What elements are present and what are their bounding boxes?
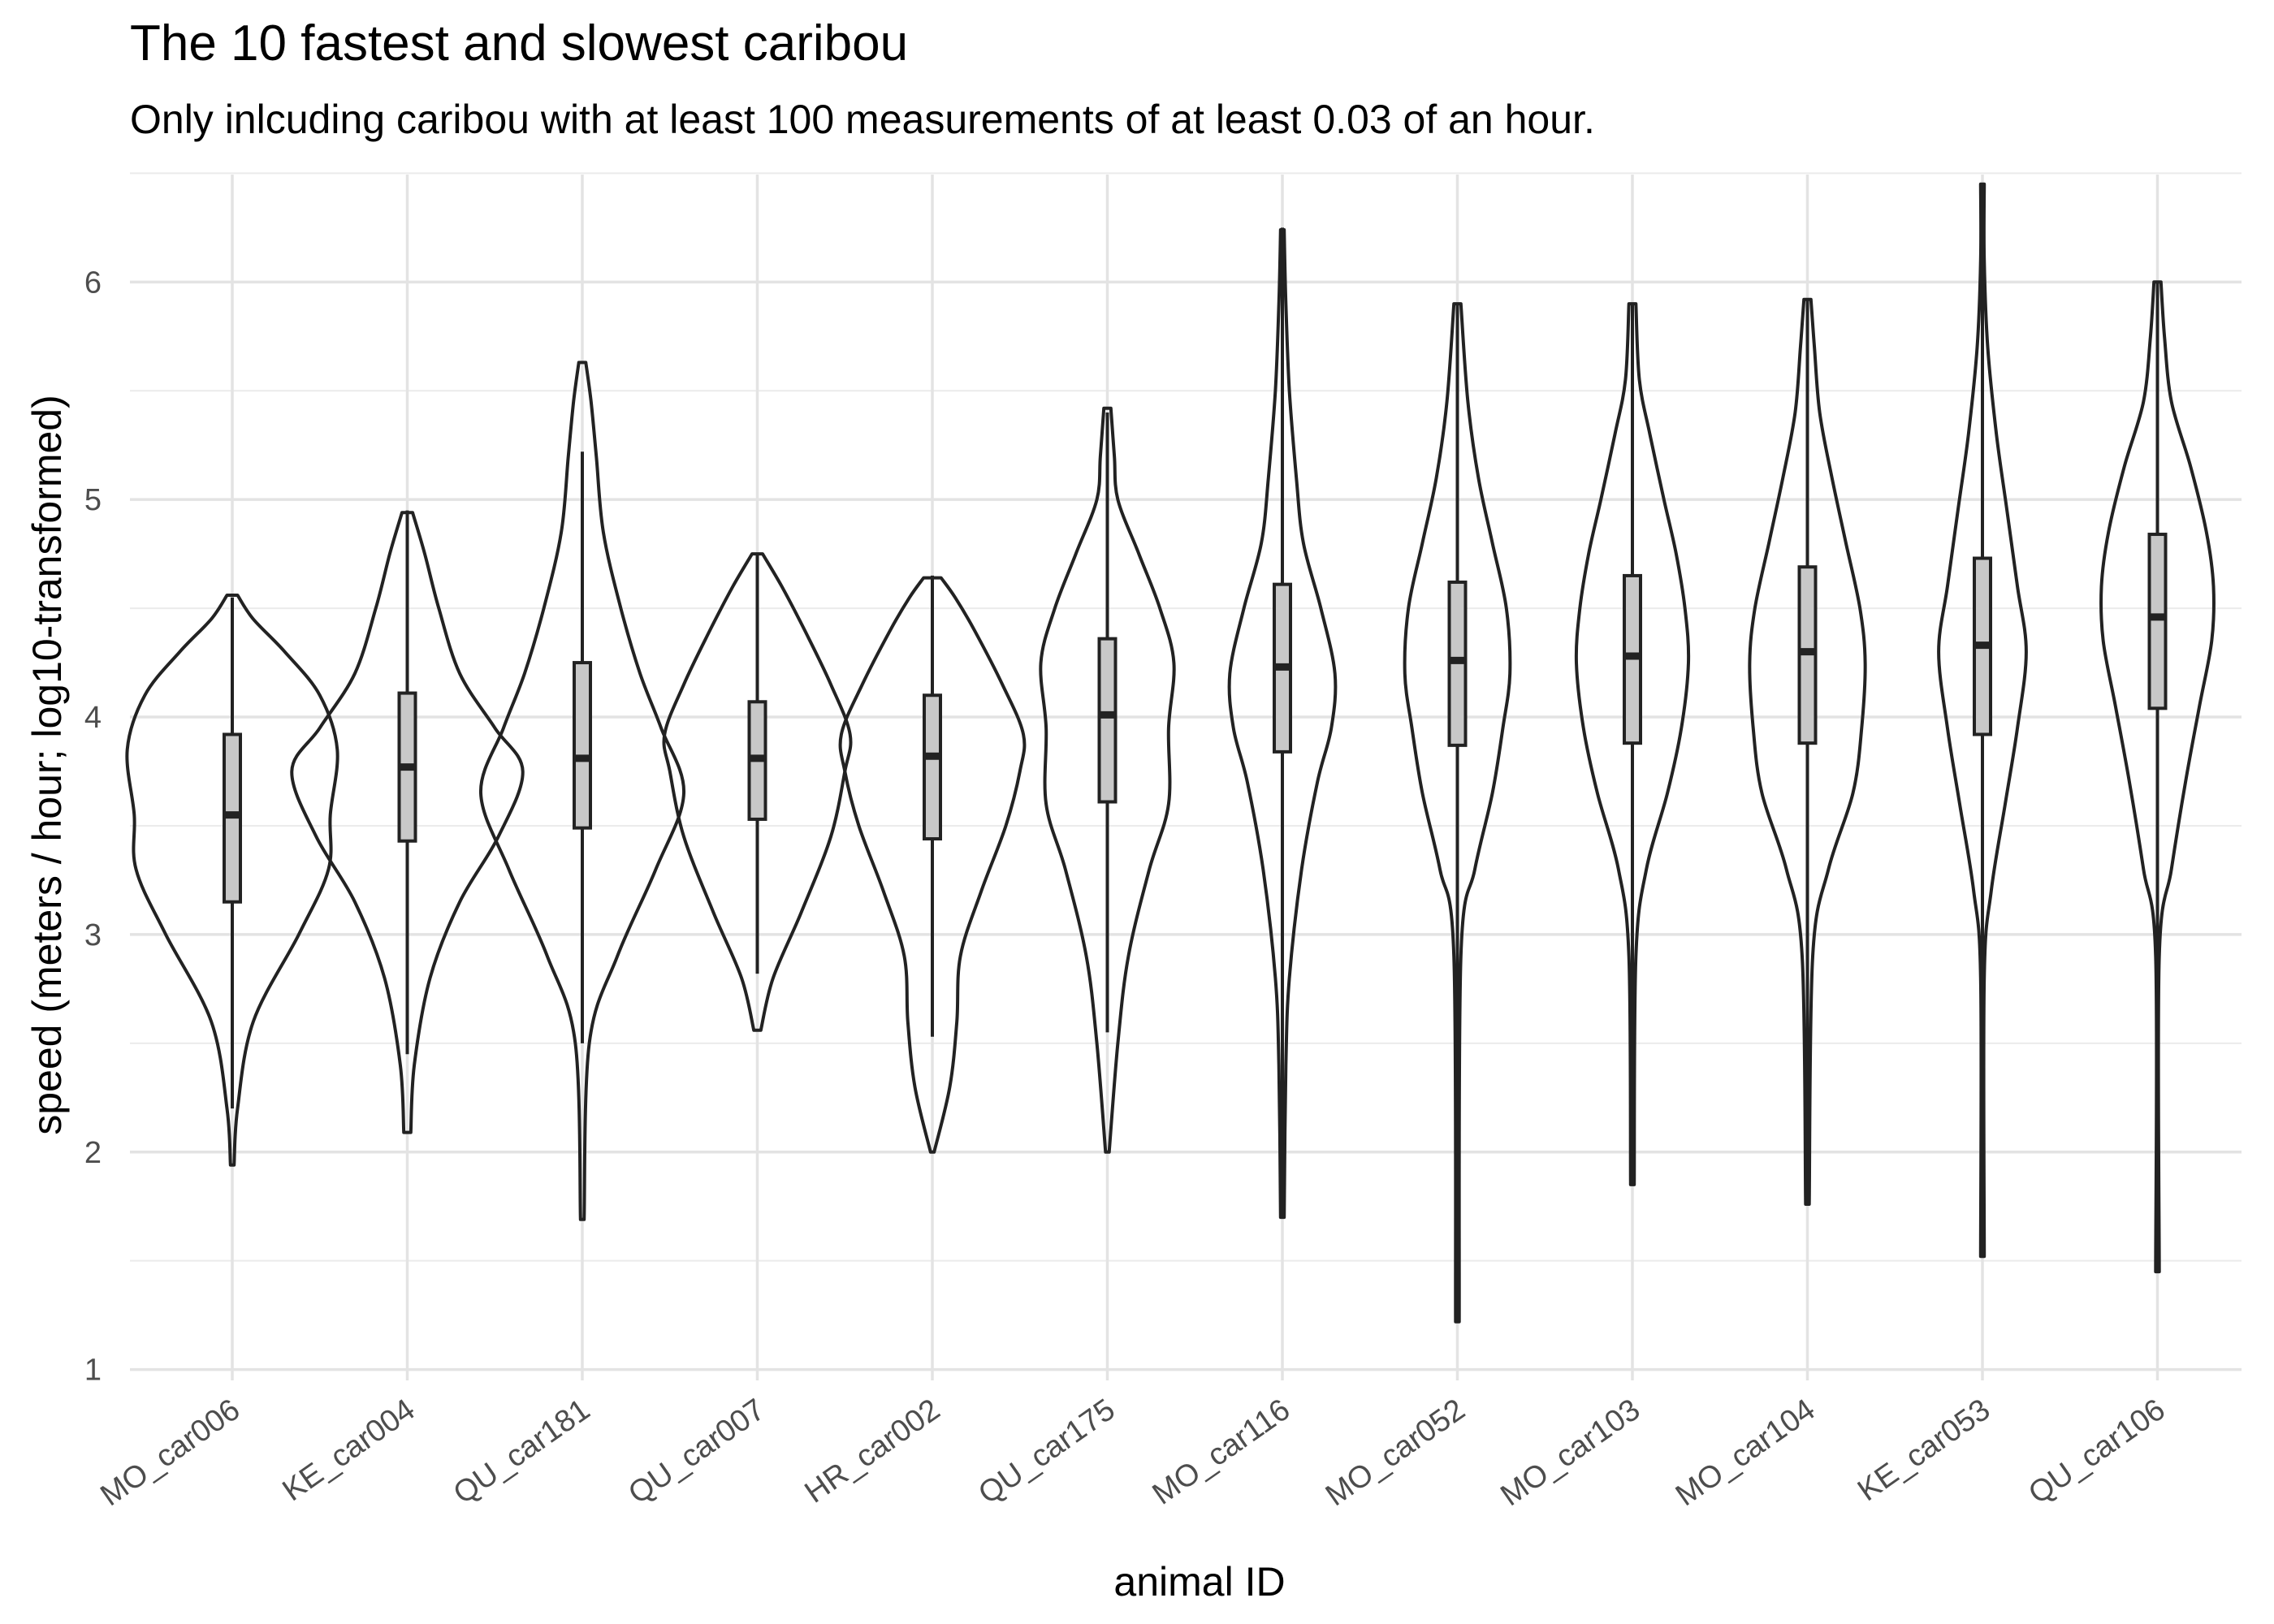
- violin-outline: [290, 511, 525, 1134]
- violin-outline: [1937, 182, 2028, 1259]
- x-tick-label: HR_car002: [799, 1393, 947, 1510]
- chart-subtitle: Only inlcuding caribou with at least 100…: [130, 97, 1595, 142]
- box-iqr: [1097, 637, 1118, 804]
- x-tick-label: MO_car006: [94, 1393, 246, 1513]
- box-iqr: [2147, 533, 2168, 710]
- violin-outline: [1748, 297, 1867, 1206]
- x-tick-label: MO_car116: [1147, 1393, 1296, 1512]
- x-tick-label: KE_car004: [277, 1393, 422, 1508]
- y-axis-ticks: 1 2 3 4 5 6: [84, 266, 102, 1387]
- x-tick-label: MO_car104: [1670, 1393, 1822, 1513]
- x-tick-label: MO_car103: [1494, 1393, 1646, 1513]
- violin-outline: [125, 594, 339, 1167]
- y-tick-label: 5: [84, 483, 102, 517]
- y-tick-label: 3: [84, 918, 102, 952]
- y-axis-title: speed (meters / hour; log10-transformed): [24, 395, 70, 1135]
- x-tick-label: QU_car181: [447, 1393, 596, 1511]
- x-tick-label: QU_car106: [2022, 1393, 2171, 1511]
- violin-outline: [1403, 302, 1512, 1324]
- y-tick-label: 2: [84, 1136, 102, 1170]
- x-tick-label: MO_car052: [1320, 1393, 1472, 1513]
- x-tick-label: QU_car007: [622, 1393, 771, 1511]
- major-gridlines: [130, 175, 2242, 1380]
- violin-outline: [1574, 302, 1691, 1186]
- violin-outline: [1227, 228, 1338, 1220]
- violin-outline: [838, 576, 1027, 1154]
- x-tick-label: QU_car175: [972, 1393, 1121, 1511]
- x-tick-label: KE_car053: [1852, 1393, 1996, 1508]
- x-axis-title: animal ID: [1113, 1559, 1285, 1605]
- violin-outline: [2099, 280, 2216, 1274]
- violin-outline: [662, 552, 853, 1032]
- y-tick-label: 1: [84, 1354, 102, 1388]
- x-axis-ticks: MO_car006 KE_car004 QU_car181 QU_car007 HR_c…: [94, 1393, 2171, 1513]
- y-tick-label: 4: [84, 701, 102, 735]
- violin-outline: [1039, 406, 1176, 1154]
- box-iqr: [573, 661, 592, 830]
- violin-outline: [478, 361, 686, 1221]
- box-iqr: [923, 693, 942, 841]
- violin-series: [125, 182, 2216, 1324]
- chart-title: The 10 fastest and slowest caribou: [130, 15, 909, 71]
- minor-gridlines: [130, 172, 2242, 1262]
- y-tick-label: 6: [84, 266, 102, 300]
